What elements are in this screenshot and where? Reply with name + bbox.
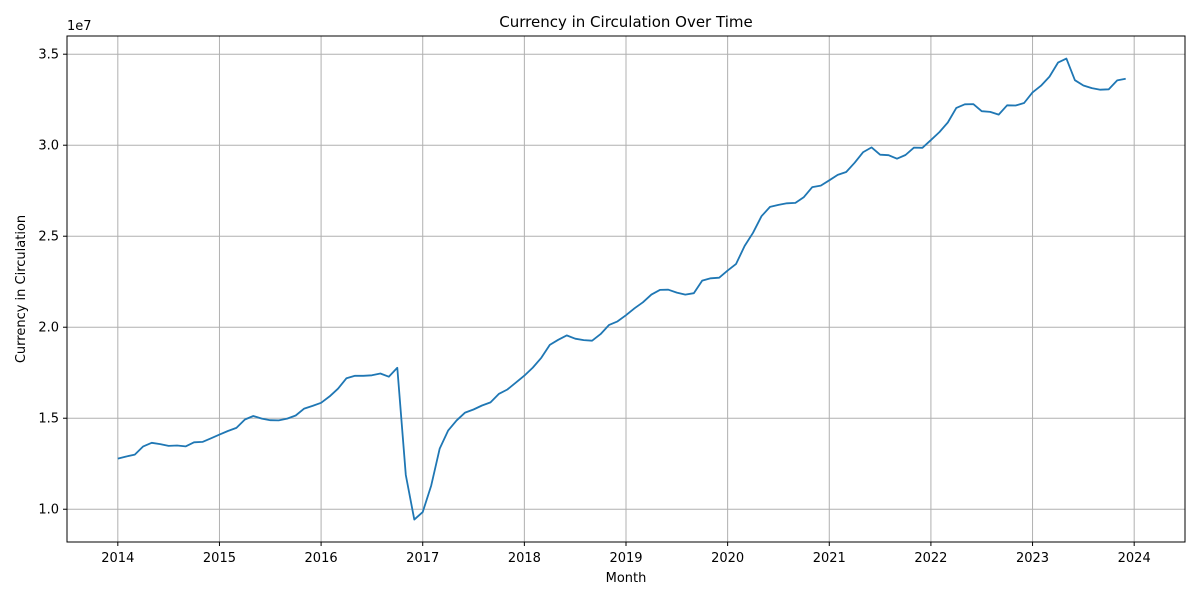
x-tick-label: 2024: [1118, 551, 1151, 566]
x-tick-label: 2017: [406, 551, 439, 566]
x-tick-label: 2023: [1016, 551, 1049, 566]
chart-title: Currency in Circulation Over Time: [499, 13, 752, 31]
x-tick-label: 2016: [305, 551, 338, 566]
series-layer: [117, 57, 1126, 521]
x-tick-label: 2022: [914, 551, 947, 566]
y-axis-offset-label: 1e7: [67, 19, 92, 34]
series-line: [117, 57, 1126, 521]
grid: [67, 36, 1185, 542]
y-tick-label: 2.5: [38, 230, 59, 245]
y-tick-label: 3.5: [38, 48, 59, 63]
x-tick-label: 2019: [609, 551, 642, 566]
y-tick-label: 3.0: [38, 139, 59, 154]
x-tick-label: 2014: [101, 551, 134, 566]
y-tick-label: 1.5: [38, 412, 59, 427]
y-tick-label: 2.0: [38, 321, 59, 336]
x-tick-label: 2020: [711, 551, 744, 566]
x-axis-label: Month: [606, 571, 647, 586]
plot-frame: [66, 35, 1186, 543]
y-tick-label: 1.0: [38, 503, 59, 518]
x-tick-label: 2021: [813, 551, 846, 566]
x-tick-label: 2018: [508, 551, 541, 566]
x-tick-label: 2015: [203, 551, 236, 566]
y-axis-label: Currency in Circulation: [14, 215, 29, 363]
axis-ticks: 2014 2015 2016 2017 2018 2019 2020 2021 2022 2023…: [38, 48, 1150, 566]
